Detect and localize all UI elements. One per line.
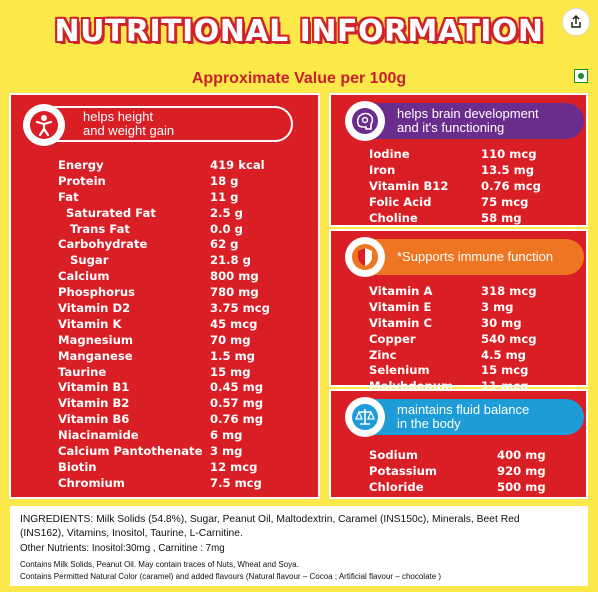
height-weight-heading: helps height and weight gain bbox=[23, 104, 293, 146]
shield-icon bbox=[345, 237, 385, 277]
height-weight-panel: helps height and weight gain Energy 419 k… bbox=[9, 93, 320, 499]
fluid-heading-line2: in the body bbox=[397, 416, 461, 431]
child-growth-icon bbox=[23, 104, 65, 146]
height-weight-table: Energy 419 kcal Protein 18 g Fat 11 g Satur… bbox=[58, 157, 270, 491]
table-row: Sodium 400 mg bbox=[369, 447, 546, 462]
table-row: Chromium 7.5 mcg bbox=[58, 475, 262, 490]
table-row: Vitamin B12 0.76 mcg bbox=[369, 178, 541, 193]
table-row: Vitamin D2 3.75 mcg bbox=[58, 300, 270, 315]
fluid-balance-panel: maintains fluid balance in the body Sodi… bbox=[329, 389, 588, 499]
table-row: Phosphorus 780 mg bbox=[58, 285, 259, 300]
table-row: Protein 18 g bbox=[58, 173, 239, 188]
ingredients-line2: (INS162), Vitamins, Inositol, Taurine, L… bbox=[20, 528, 243, 539]
table-row: Vitamin B1 0.45 mg bbox=[58, 380, 264, 395]
table-row: Iodine 110 mcg bbox=[369, 146, 537, 161]
table-row: Selenium 15 mcg bbox=[369, 363, 529, 378]
table-row: Niacinamide 6 mg bbox=[58, 428, 243, 443]
share-icon bbox=[571, 15, 581, 28]
height-weight-heading-line1: helps height bbox=[83, 109, 154, 124]
immune-heading-text: *Supports immune function bbox=[397, 249, 554, 264]
brain-development-heading: helps brain development and it's functio… bbox=[345, 101, 584, 141]
table-row: Sugar 21.8 g bbox=[70, 253, 251, 268]
table-row: Chloride 500 mg bbox=[369, 479, 546, 494]
brain-gears-icon bbox=[345, 101, 385, 141]
ingredients-line1: INGREDIENTS: Milk Solids (54.8%), Sugar,… bbox=[20, 514, 520, 525]
table-row: Magnesium 70 mg bbox=[58, 332, 251, 347]
table-row: Folic Acid 75 mcg bbox=[369, 194, 529, 209]
brain-heading-line1: helps brain development bbox=[397, 106, 539, 121]
table-row: Calcium 800 mg bbox=[58, 269, 259, 284]
share-button[interactable] bbox=[562, 8, 590, 36]
table-row: Vitamin C 30 mg bbox=[369, 315, 522, 330]
table-row: Vitamin K 45 mcg bbox=[58, 316, 258, 331]
table-row: Choline 58 mg bbox=[369, 210, 522, 225]
page-title: NUTRITIONAL INFORMATION bbox=[54, 14, 544, 49]
table-row: Copper 540 mcg bbox=[369, 331, 537, 346]
table-row: Energy 419 kcal bbox=[58, 157, 265, 172]
table-row: Vitamin A 318 mcg bbox=[369, 283, 537, 298]
immune-function-heading: *Supports immune function bbox=[345, 237, 584, 277]
other-nutrients-line: Other Nutrients: Inositol:30mg , Carniti… bbox=[20, 543, 225, 554]
per-100g-subtitle: Approximate Value per 100g bbox=[191, 70, 407, 87]
table-row: Vitamin B2 0.57 mg bbox=[58, 396, 264, 411]
immune-function-panel: *Supports immune function Vitamin A 318 m… bbox=[329, 229, 588, 393]
color-flavour-line: Contains Permitted Natural Color (carame… bbox=[20, 572, 442, 581]
table-row: Carbohydrate 62 g bbox=[58, 237, 239, 252]
brain-development-panel: helps brain development and it's functio… bbox=[329, 93, 588, 227]
fluid-balance-heading: maintains fluid balance in the body bbox=[345, 397, 584, 437]
height-weight-heading-line2: and weight gain bbox=[83, 123, 175, 138]
table-row: Taurine 15 mg bbox=[58, 364, 251, 379]
balance-scale-icon bbox=[345, 397, 385, 437]
fluid-balance-table: Sodium 400 mg Potassium 920 mg Chloride 500… bbox=[369, 447, 546, 495]
table-row: Trans Fat 0.0 g bbox=[70, 221, 243, 236]
veg-symbol-icon bbox=[574, 69, 588, 83]
table-row: Iron 13.5 mg bbox=[369, 162, 535, 177]
brain-development-table: Iodine 110 mcg Iron 13.5 mg Vitamin B12 0.7… bbox=[369, 146, 541, 225]
brain-heading-line2: and it's functioning bbox=[397, 120, 505, 135]
table-row: Saturated Fat 2.5 g bbox=[66, 205, 243, 220]
ingredients-box: INGREDIENTS: Milk Solids (54.8%), Sugar,… bbox=[10, 506, 588, 586]
table-row: Calcium Pantothenate 3 mg bbox=[58, 443, 243, 458]
fluid-heading-line1: maintains fluid balance bbox=[397, 402, 530, 417]
allergen-line: Contains Milk Solids, Peanut Oil. May co… bbox=[20, 560, 299, 569]
table-row: Zinc 4.5 mg bbox=[369, 347, 526, 362]
table-row: Potassium 920 mg bbox=[369, 463, 546, 478]
table-row: Manganese 1.5 mg bbox=[58, 348, 255, 363]
table-row: Fat 11 g bbox=[58, 189, 239, 204]
table-row: Vitamin B6 0.76 mg bbox=[58, 412, 264, 427]
table-row: Biotin 12 mcg bbox=[58, 459, 258, 474]
